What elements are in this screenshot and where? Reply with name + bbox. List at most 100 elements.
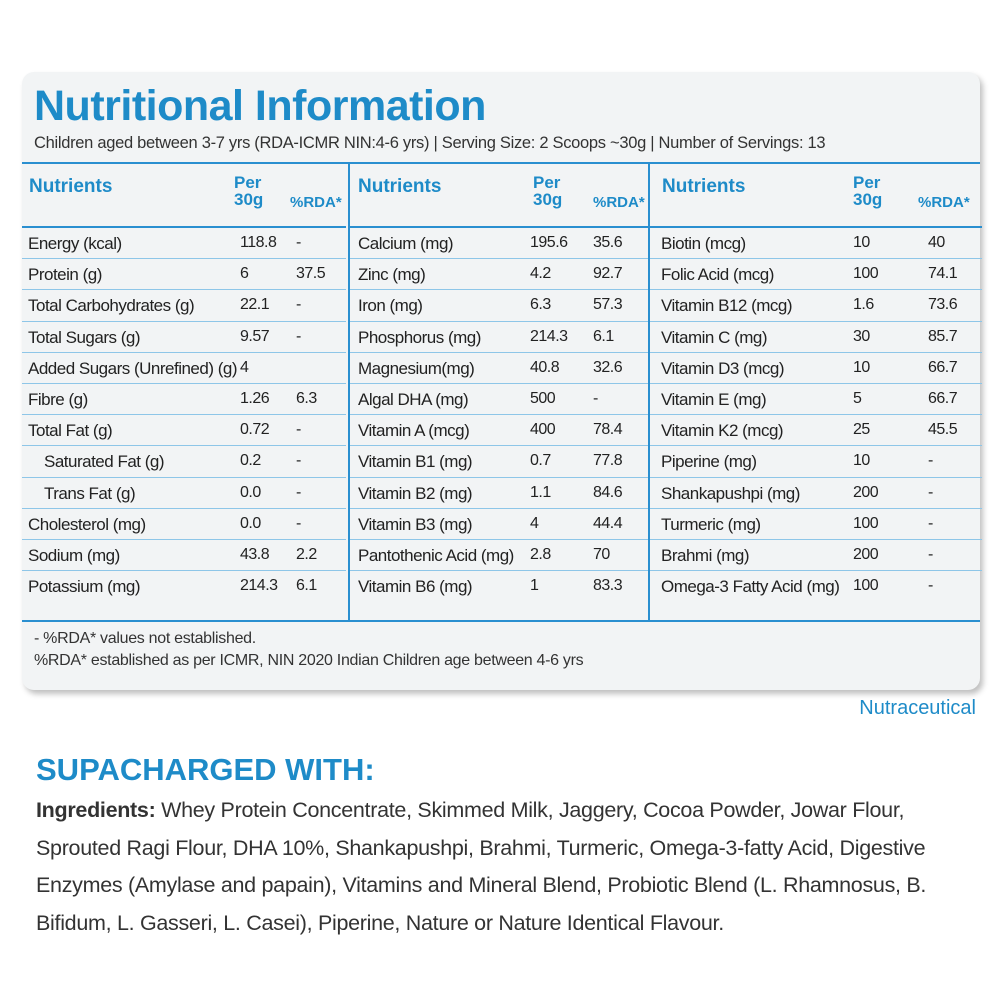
rda-value: 6.1: [593, 327, 614, 345]
rda-value: 92.7: [593, 265, 623, 283]
rda-value: 44.4: [593, 514, 623, 532]
rda-value: 78.4: [593, 421, 623, 439]
rda-value: 45.5: [928, 421, 958, 439]
nutrient-name: Pantothenic Acid (mg): [358, 545, 514, 565]
table-row: Total Sugars (g) 9.57 -: [22, 322, 346, 353]
header-per-30g: Per 30g: [234, 174, 274, 208]
nutrient-name: Fibre (g): [28, 389, 88, 409]
table-row: Zinc (mg) 4.2 92.7: [350, 259, 648, 291]
per-30g-value: 9.57: [240, 327, 270, 345]
brand-tag: Nutraceutical: [859, 697, 976, 719]
nutrient-name: Calcium (mg): [358, 234, 454, 253]
header-per-30g: Per 30g: [533, 174, 573, 208]
table-row: Vitamin D3 (mcg) 10 66.7: [650, 353, 982, 384]
rda-value: 40: [928, 234, 945, 251]
rda-value: 85.7: [928, 327, 958, 345]
ingredients-paragraph: Ingredients: Whey Protein Concentrate, S…: [36, 792, 956, 942]
per-30g-value: 40.8: [530, 358, 560, 376]
header-rda: %RDA*: [290, 194, 342, 211]
per-30g-value: 22.1: [240, 296, 270, 314]
rda-value: -: [296, 421, 301, 439]
per-30g-value: 1: [530, 577, 539, 595]
rda-value: -: [928, 514, 933, 532]
table-row: Saturated Fat (g) 0.2 -: [22, 446, 346, 478]
rda-value: 73.6: [928, 296, 958, 314]
table-row: Sodium (mg) 43.8 2.2: [22, 540, 346, 572]
nutrient-name: Piperine (mg): [661, 452, 757, 472]
nutrient-column-1: Nutrients Per 30g %RDA* Energy (kcal) 118.…: [22, 164, 346, 620]
nutrient-name: Biotin (mcg): [661, 234, 746, 253]
per-30g-value: 4: [530, 514, 539, 532]
header-30g-label: 30g: [853, 190, 883, 209]
header-nutrients: Nutrients: [662, 176, 746, 197]
nutrient-name: Trans Fat (g): [44, 483, 136, 503]
table-row: Energy (kcal) 118.8 -: [22, 228, 346, 260]
per-30g-value: 30: [853, 327, 870, 345]
per-30g-value: 118.8: [240, 234, 277, 251]
table-row: Vitamin B1 (mg) 0.7 77.8: [350, 446, 648, 478]
per-30g-value: 4.2: [530, 265, 551, 283]
nutrient-name: Potassium (mg): [28, 577, 141, 597]
rda-value: -: [296, 234, 301, 251]
nutrient-name: Vitamin B1 (mg): [358, 452, 473, 472]
rda-value: -: [296, 483, 301, 501]
header-per-30g: Per 30g: [853, 174, 893, 208]
per-30g-value: 100: [853, 265, 879, 283]
table-row: Potassium (mg) 214.3 6.1: [22, 571, 346, 602]
per-30g-value: 10: [853, 358, 870, 376]
rda-value: 74.1: [928, 265, 958, 283]
table-row: Omega-3 Fatty Acid (mg) 100 -: [650, 571, 982, 602]
rda-value: 84.6: [593, 483, 623, 501]
rda-value: -: [928, 545, 933, 563]
nutrient-name: Vitamin C (mg): [661, 327, 768, 347]
nutrient-name: Vitamin K2 (mcg): [661, 421, 784, 441]
nutrient-name: Vitamin E (mg): [661, 389, 767, 409]
table-row: Cholesterol (mg) 0.0 -: [22, 509, 346, 540]
serving-subtitle: Children aged between 3-7 yrs (RDA-ICMR …: [34, 134, 826, 152]
per-30g-value: 200: [853, 483, 879, 501]
rows: Energy (kcal) 118.8 - Protein (g) 6 37.5 Total…: [22, 228, 346, 602]
per-30g-value: 100: [853, 514, 879, 532]
header-nutrients: Nutrients: [358, 176, 442, 197]
nutrient-name: Vitamin D3 (mcg): [661, 358, 785, 378]
nutrient-name: Energy (kcal): [28, 234, 122, 253]
rda-value: 35.6: [593, 234, 623, 251]
nutrient-name: Zinc (mg): [358, 265, 426, 285]
per-30g-value: 10: [853, 234, 870, 251]
per-30g-value: 1.1: [530, 483, 551, 501]
rows: Biotin (mcg) 10 40 Folic Acid (mcg) 100 74.1 V…: [650, 228, 982, 602]
nutrient-name: Saturated Fat (g): [44, 452, 165, 472]
per-30g-value: 1.6: [853, 296, 874, 314]
rda-value: 66.7: [928, 358, 958, 376]
header-rda: %RDA*: [593, 194, 645, 211]
header-30g-label: 30g: [234, 190, 264, 209]
nutrient-column-2: Nutrients Per 30g %RDA* Calcium (mg) 195.6…: [348, 164, 648, 620]
rda-value: 6.3: [296, 389, 317, 407]
per-30g-value: 0.2: [240, 452, 261, 470]
rda-value: 83.3: [593, 577, 623, 595]
nutrient-name: Folic Acid (mcg): [661, 265, 774, 285]
nutrient-name: Total Fat (g): [28, 421, 113, 441]
table-row: Pantothenic Acid (mg) 2.8 70: [350, 540, 648, 572]
nutrition-card: Nutritional Information Children aged be…: [22, 72, 982, 690]
nutrient-name: Omega-3 Fatty Acid (mg): [661, 577, 840, 597]
per-30g-value: 0.0: [240, 514, 261, 532]
table-row: Trans Fat (g) 0.0 -: [22, 478, 346, 509]
table-row: Folic Acid (mcg) 100 74.1: [650, 259, 982, 291]
per-30g-value: 214.3: [530, 327, 568, 345]
nutrient-name: Algal DHA (mg): [358, 389, 469, 409]
nutrient-name: Vitamin B3 (mg): [358, 514, 473, 534]
nutrient-name: Turmeric (mg): [661, 514, 761, 534]
rda-value: -: [593, 389, 598, 407]
rda-value: -: [928, 483, 933, 501]
per-30g-value: 0.7: [530, 452, 551, 470]
table-row: Vitamin B3 (mg) 4 44.4: [350, 509, 648, 540]
table-row: Total Carbohydrates (g) 22.1 -: [22, 290, 346, 322]
nutrient-name: Magnesium(mg): [358, 358, 475, 378]
table-row: Biotin (mcg) 10 40: [650, 228, 982, 260]
per-30g-value: 214.3: [240, 577, 278, 595]
rda-value: -: [296, 296, 301, 314]
ingredients-text: Whey Protein Concentrate, Skimmed Milk, …: [36, 798, 927, 935]
nutrient-name: Iron (mg): [358, 296, 423, 316]
per-30g-value: 100: [853, 577, 879, 595]
